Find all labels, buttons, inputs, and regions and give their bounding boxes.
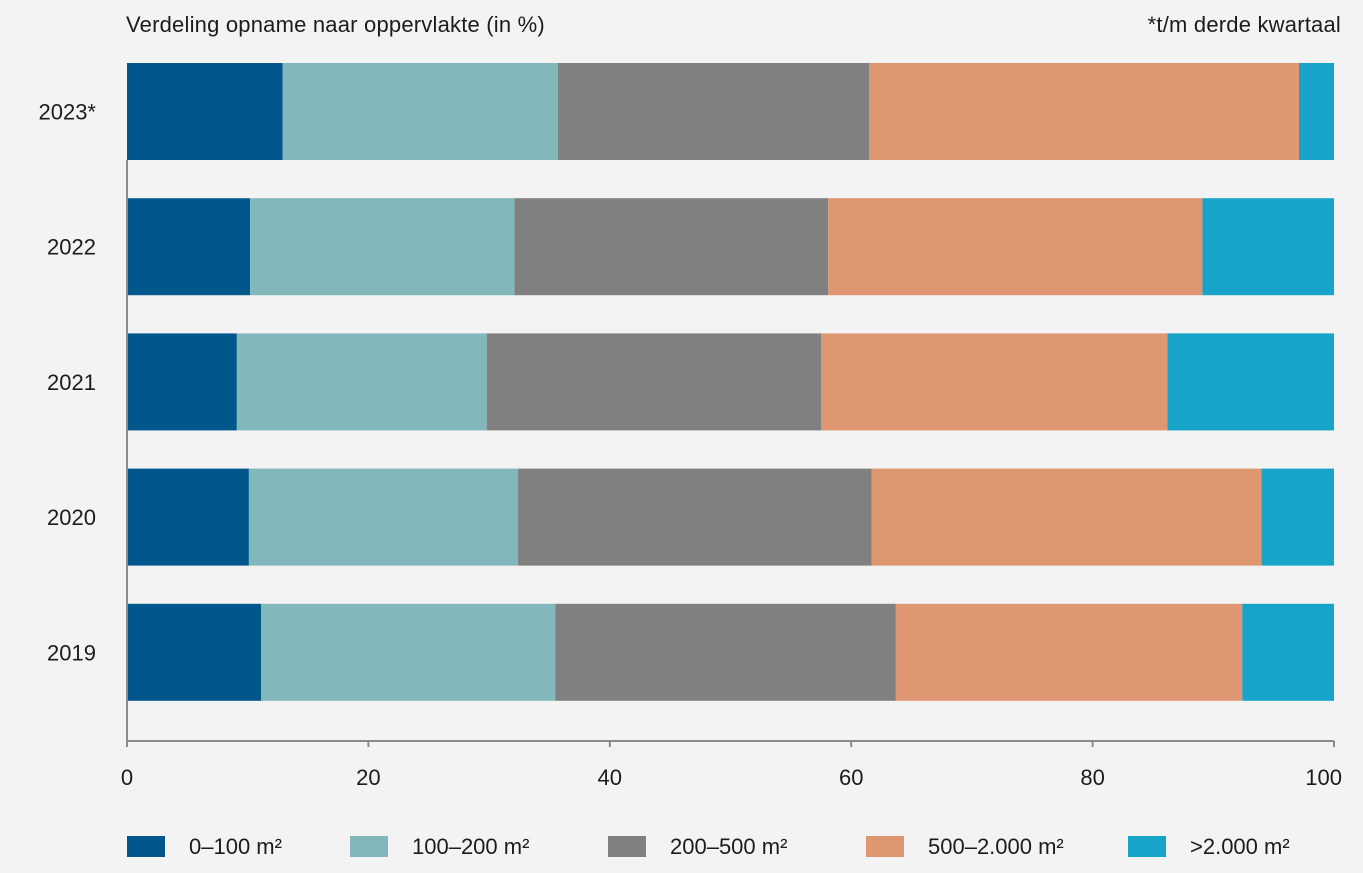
legend-swatch: [127, 836, 165, 857]
bar-segment: [127, 333, 237, 431]
bar-segment: [518, 468, 872, 566]
bar-segment: [250, 198, 515, 296]
bar-segment: [1202, 198, 1334, 296]
bar-segment: [1299, 63, 1334, 160]
legend-label: 0–100 m²: [189, 834, 282, 859]
bar-segment: [486, 333, 822, 431]
bar-segment: [1261, 468, 1334, 566]
chart-note: *t/m derde kwartaal: [1147, 12, 1341, 37]
legend-label: 200–500 m²: [670, 834, 787, 859]
category-label: 2022: [47, 235, 96, 260]
category-label: 2023*: [38, 100, 96, 125]
bar-segment: [236, 333, 487, 431]
category-label: 2021: [47, 370, 96, 395]
x-tick-label: 80: [1080, 765, 1104, 790]
x-tick-label: 20: [356, 765, 380, 790]
legend-label: 500–2.000 m²: [928, 834, 1064, 859]
legend-swatch: [350, 836, 388, 857]
x-tick-label: 0: [121, 765, 133, 790]
bar-segment: [1242, 603, 1334, 701]
legend-label: 100–200 m²: [412, 834, 529, 859]
x-tick-label: 100: [1305, 765, 1342, 790]
bar-segment: [895, 603, 1243, 701]
bar-segment: [821, 333, 1168, 431]
bar-segment: [127, 63, 283, 160]
bar-segment: [127, 198, 251, 296]
legend-swatch: [1128, 836, 1166, 857]
bar-segment: [557, 63, 870, 160]
legend-swatch: [608, 836, 646, 857]
bar-segment: [282, 63, 558, 160]
chart-title: Verdeling opname naar oppervlakte (in %): [126, 12, 545, 37]
x-tick-label: 40: [598, 765, 622, 790]
legend-label: >2.000 m²: [1190, 834, 1290, 859]
category-label: 2020: [47, 505, 96, 530]
x-tick-label: 60: [839, 765, 863, 790]
legend-swatch: [866, 836, 904, 857]
bar-segment: [828, 198, 1203, 296]
category-label: 2019: [47, 640, 96, 665]
bar-segment: [248, 468, 519, 566]
bar-segment: [514, 198, 829, 296]
bar-segment: [127, 468, 249, 566]
bar-segment: [1167, 333, 1334, 431]
bar-segment: [127, 603, 261, 701]
bar-segment: [555, 603, 896, 701]
bar-segment: [260, 603, 556, 701]
bar-segment: [871, 468, 1262, 566]
bar-segment: [869, 63, 1299, 160]
